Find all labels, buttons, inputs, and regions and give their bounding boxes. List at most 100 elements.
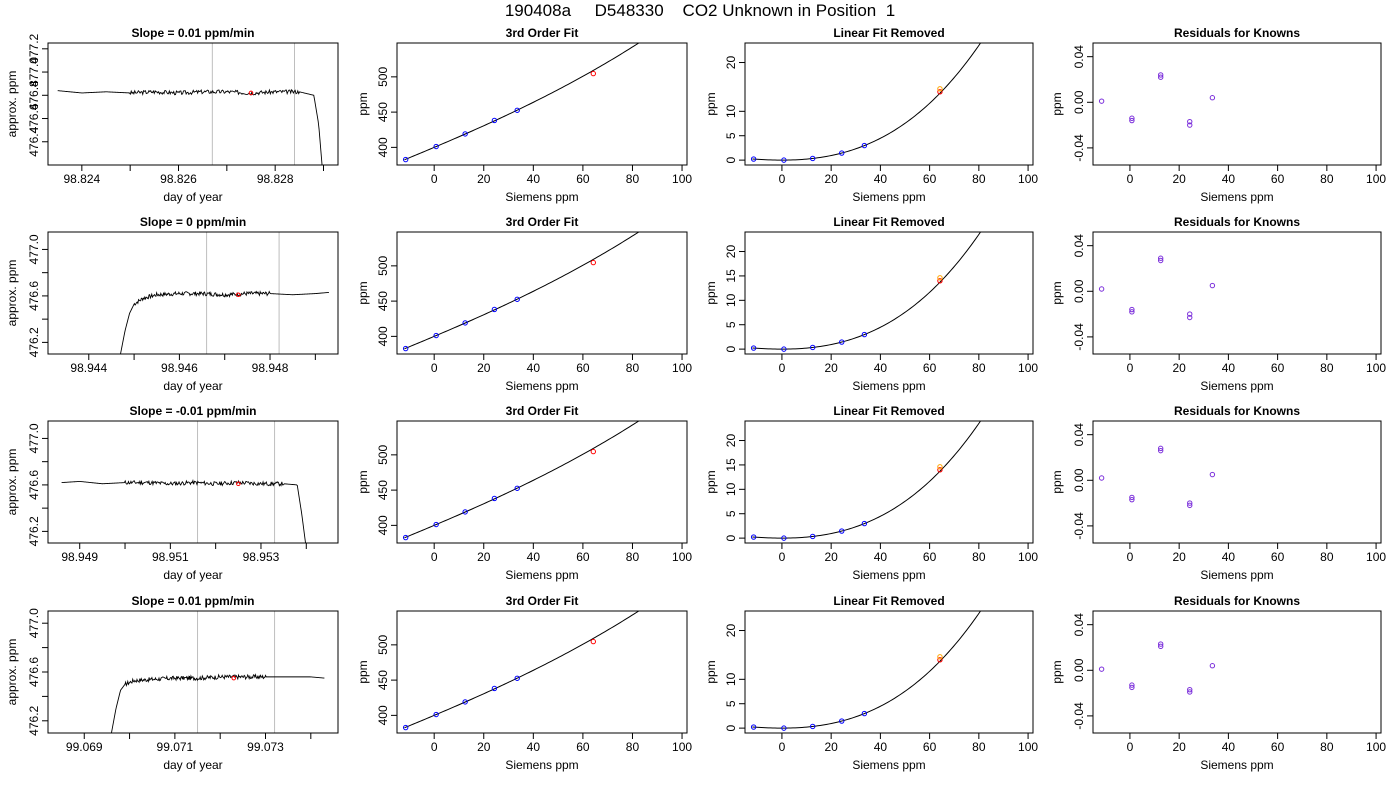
- y-tick-label: 0.04: [1072, 234, 1086, 258]
- plot-frame: [744, 420, 1034, 544]
- residual-point: [1129, 306, 1135, 313]
- known-standard-point: [402, 156, 409, 163]
- residual-point: [1209, 95, 1216, 101]
- x-tick-label: 20: [1172, 740, 1186, 754]
- plot-area: [750, 232, 982, 352]
- x-tick-label: 40: [874, 740, 888, 754]
- y-tick-label: 0.00: [1072, 468, 1086, 492]
- chart-panel-fit3-row1: 0 20 40 60 80 100 400 450 500 3rd Order Fit Siemen…: [356, 215, 692, 393]
- y-tick-label: 5: [724, 700, 738, 707]
- x-tick-label: 100: [1366, 740, 1386, 754]
- panel-title: 3rd Order Fit: [506, 594, 579, 608]
- y-axis-label: ppm: [356, 281, 370, 304]
- fit-curve: [752, 611, 982, 729]
- plot-area: [750, 421, 982, 541]
- y-tick-label: 477.0: [27, 57, 41, 87]
- residual-point: [1209, 282, 1216, 289]
- x-tick-label: 60: [576, 172, 590, 186]
- known-standard-point: [462, 699, 468, 705]
- chart-panel-fit3-row2: 0 20 40 60 80 100 400 450 500 3rd Order Fit Siemen…: [356, 404, 692, 582]
- x-tick-label: 40: [1222, 172, 1236, 186]
- y-tick-label: 450: [376, 670, 390, 690]
- y-tick-label: 450: [376, 102, 390, 122]
- chart-panel-fit3-row0: 0 20 40 60 80 100 400 450 500 3rd Order Fit Siemen…: [356, 26, 692, 204]
- y-axis-label: ppm: [704, 92, 718, 115]
- y-tick-label: -0.04: [1072, 134, 1086, 162]
- fit-curve: [752, 232, 982, 350]
- unknown-sample-point: [937, 657, 943, 663]
- y-tick-label: 476.8: [27, 80, 41, 110]
- unknown-sample-point-alt: [937, 464, 943, 470]
- x-tick-label: 100: [1018, 550, 1038, 564]
- known-standard-point: [809, 344, 816, 351]
- x-axis-label: day of year: [163, 379, 222, 393]
- x-tick-label: 20: [1172, 361, 1186, 375]
- y-tick-label: 0: [724, 724, 738, 731]
- y-tick-label: 20: [724, 434, 738, 448]
- x-tick-label: 98.826: [160, 172, 197, 186]
- x-tick-label: 0: [431, 361, 438, 375]
- x-tick-label: 80: [972, 361, 986, 375]
- plot-area: [750, 43, 982, 163]
- known-standard-point: [433, 143, 439, 150]
- x-tick-label: 98.949: [61, 550, 98, 564]
- y-axis-label: approx. ppm: [5, 71, 19, 138]
- residual-point: [1129, 494, 1135, 501]
- unknown-average-marker: [236, 292, 241, 298]
- y-axis-label: ppm: [1050, 470, 1064, 493]
- fit-curve: [404, 421, 640, 539]
- fit-curve: [404, 611, 640, 729]
- x-tick-label: 80: [626, 550, 640, 564]
- unknown-sample-point-alt: [937, 86, 943, 92]
- x-axis-label: day of year: [163, 568, 222, 582]
- y-axis-label: approx. ppm: [5, 449, 19, 516]
- x-tick-label: 60: [923, 550, 937, 564]
- plot-area: [402, 611, 640, 731]
- x-tick-label: 20: [1172, 550, 1186, 564]
- known-standard-point: [491, 495, 498, 502]
- plot-area: [402, 232, 640, 352]
- figure-title: 190408a D548330 CO2 Unknown in Position …: [504, 1, 896, 20]
- known-standard-point: [433, 332, 439, 339]
- x-tick-label: 40: [527, 361, 541, 375]
- known-standard-point: [781, 725, 787, 731]
- y-tick-label: -0.04: [1072, 323, 1086, 351]
- unknown-sample-point-alt: [937, 654, 943, 660]
- unknown-sample-point: [937, 89, 943, 95]
- concentration-trace: [120, 290, 329, 354]
- chart-panel-residuals-row0: 0 20 40 60 80 100 -0.04 0.00 0.04 Residuals for K…: [1050, 26, 1386, 204]
- chart-panel-residuals-row2: 0 20 40 60 80 100 -0.04 0.00 0.04 Residuals for K…: [1050, 404, 1386, 582]
- unknown-sample-point: [590, 70, 597, 77]
- x-tick-label: 60: [576, 740, 590, 754]
- x-tick-label: 40: [527, 172, 541, 186]
- x-tick-label: 0: [431, 740, 438, 754]
- x-axis-label: Siemens ppm: [852, 758, 925, 772]
- x-tick-label: 20: [824, 740, 838, 754]
- x-tick-label: 60: [923, 361, 937, 375]
- unknown-average-marker: [248, 90, 254, 96]
- fit-curve: [752, 421, 982, 539]
- unknown-sample-point: [937, 467, 943, 473]
- y-tick-label: 500: [376, 256, 390, 276]
- known-standard-point: [514, 296, 520, 302]
- y-tick-label: 450: [376, 291, 390, 311]
- panel-title: Slope = 0.01 ppm/min: [131, 594, 254, 608]
- y-tick-label: 476.2: [27, 705, 41, 735]
- y-axis-label: ppm: [1050, 660, 1064, 683]
- x-tick-label: 100: [672, 550, 692, 564]
- known-standard-point: [462, 509, 468, 515]
- residual-point: [1157, 445, 1164, 452]
- chart-panel-linear_removed-row0: 0 20 40 60 80 100 0 5 10 20 Linear Fit Removed Siem…: [704, 26, 1038, 204]
- plot-frame: [744, 42, 1034, 166]
- known-standard-point: [462, 320, 468, 326]
- y-tick-label: 5: [724, 321, 738, 328]
- chart-panel-fit3-row3: 0 20 40 60 80 100 400 450 500 3rd Order Fit Siemen…: [356, 594, 692, 772]
- residual-point: [1157, 643, 1164, 650]
- plot-area: [61, 421, 306, 543]
- y-tick-label: 10: [724, 482, 738, 496]
- unknown-sample-point-alt: [937, 275, 943, 281]
- y-tick-label: 5: [724, 510, 738, 517]
- plot-area: [402, 421, 640, 541]
- y-tick-label: 450: [376, 480, 390, 500]
